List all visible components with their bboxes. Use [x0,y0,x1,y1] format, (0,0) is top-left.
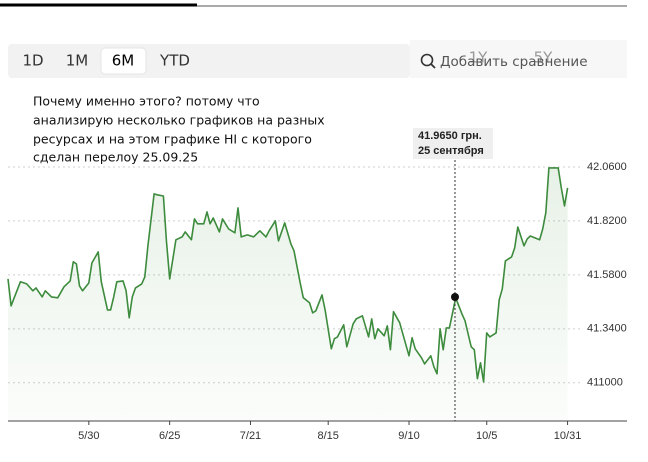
tab[interactable]: 1Y [469,49,489,67]
tab[interactable]: 6M [112,52,135,70]
x-tick-label: 9/10 [398,430,419,442]
tab[interactable]: 1D [22,52,43,70]
annotation: Почему именно этого? потому что [33,94,260,109]
crosshair-dot [451,293,459,301]
tab[interactable]: YTD [159,52,190,70]
x-tick-label: 7/21 [240,430,261,442]
tooltip-date: 25 сентября [418,145,484,157]
search-placeholder[interactable]: Добавить сравнение [440,54,588,70]
search-icon [430,63,436,69]
area [8,167,568,421]
y-tick-label: 41.5800 [587,269,627,281]
tab-selected-bg [100,47,147,75]
tooltip-price: 41.9650 грн. [418,130,482,142]
search-box[interactable] [410,40,627,78]
tab[interactable]: 1M [66,52,89,70]
y-tick-label: 42.0600 [587,161,627,173]
x-tick-label: 10/5 [476,430,497,442]
plot: 42.0600 41.8200 41.5800 41.3400 411000 5/30 6/… [7,161,627,442]
annotation: анализирую несколько графиков на разных [33,113,325,128]
search-icon [420,53,434,67]
y-tick-label: 41.3400 [587,323,627,335]
annotation: сделан перелоу 25.09.25 [33,150,198,165]
tooltip [413,128,493,159]
y-tick-label: 411000 [587,377,623,389]
x-tick-label: 8/15 [317,430,338,442]
tab[interactable]: 5Y [534,49,554,67]
y-tick-label: 41.8200 [587,215,627,227]
x-tick-label: 10/31 [554,430,582,442]
x-tick-label: 6/25 [159,430,180,442]
x-tick-label: 5/30 [78,430,99,442]
annotation: ресурсах и на этом графике HI с которого [33,132,312,147]
line [7,167,569,383]
